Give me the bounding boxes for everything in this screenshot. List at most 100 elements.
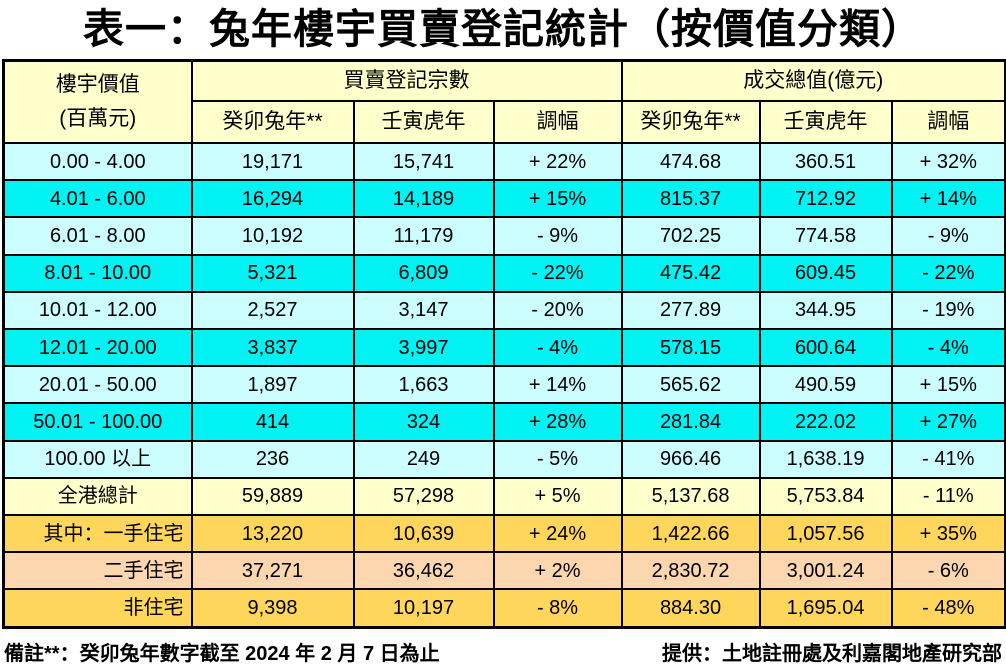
table-row: 二手住宅 37,271 36,462 + 2% 2,830.72 3,001.24- 6%: [2, 551, 1006, 591]
row-label: 二手住宅: [2, 551, 193, 591]
table-row: 6.01 - 8.00 10,192 11,179- 9% 702.25 774.58-…: [2, 216, 1006, 256]
footnote-left: 備註**：癸卯兔年數字截至 2024 年 2 月 7 日為止: [4, 643, 440, 665]
data-cell: 1,695.04: [758, 588, 893, 629]
footnote-right: 提供：土地註冊處及利嘉閣地產研究部: [662, 643, 1002, 665]
data-cell: 57,298: [352, 476, 495, 517]
data-cell: 15,741: [352, 141, 495, 182]
table-row: 非住宅 9,398 10,197- 8% 884.30 1,695.04- 48%: [2, 588, 1006, 629]
data-cell: 19,171: [190, 141, 355, 182]
data-cell: 11,179: [352, 216, 495, 256]
table-body: 0.00 - 4.00 19,171 15,741 + 22% 474.68 360.51…: [2, 141, 1006, 629]
data-cell: - 20%: [492, 290, 623, 331]
row-label: 非住宅: [2, 588, 193, 629]
data-cell: + 15%: [890, 365, 1006, 405]
table-header: 樓宇價值 (百萬元) 買賣登記宗數 成交總值(億元) 癸卯兔年** 壬寅虎年 調…: [2, 59, 1006, 144]
sub-header-rabbit-year-reg: 癸卯兔年**: [190, 100, 355, 144]
table-row: 全港總計 59,889 57,298 + 5% 5,137.68 5,753.84- 11…: [2, 476, 1006, 517]
data-cell: 774.58: [758, 216, 893, 256]
data-cell: 3,001.24: [758, 551, 893, 591]
data-cell: 475.42: [620, 253, 761, 293]
table-row: 50.01 - 100.00 414 324 + 28% 281.84 222.02 + 2…: [2, 402, 1006, 442]
sub-header-row: 癸卯兔年** 壬寅虎年 調幅 癸卯兔年** 壬寅虎年 調幅: [4, 100, 1006, 144]
table-row: 10.01 - 12.00 2,527 3,147- 20% 277.89 344.95…: [2, 290, 1006, 331]
data-cell: 1,897: [190, 365, 355, 405]
row-label: 0.00 - 4.00: [2, 141, 193, 182]
data-cell: 490.59: [758, 365, 893, 405]
table-row: 其中：一手住宅 13,220 10,639 + 24% 1,422.66 1,057.56…: [2, 514, 1006, 554]
row-label: 全港總計: [2, 476, 193, 517]
data-cell: 344.95: [758, 290, 893, 331]
row-label: 10.01 - 12.00: [2, 290, 193, 331]
data-cell: 1,422.66: [620, 514, 761, 554]
data-cell: - 9%: [890, 216, 1006, 256]
data-cell: - 11%: [890, 476, 1006, 517]
data-cell: - 5%: [492, 439, 623, 479]
data-cell: + 27%: [890, 402, 1006, 442]
data-cell: 249: [352, 439, 495, 479]
data-cell: 702.25: [620, 216, 761, 256]
data-cell: 414: [190, 402, 355, 442]
data-cell: 1,638.19: [758, 439, 893, 479]
data-cell: 6,809: [352, 253, 495, 293]
data-cell: 5,321: [190, 253, 355, 293]
data-cell: + 14%: [492, 365, 623, 405]
data-cell: 1,057.56: [758, 514, 893, 554]
sub-header-change-value: 調幅: [890, 100, 1006, 144]
data-cell: + 2%: [492, 551, 623, 591]
row-label: 6.01 - 8.00: [2, 216, 193, 256]
data-cell: 14,189: [352, 179, 495, 219]
row-label: 100.00 以上: [2, 439, 193, 479]
data-cell: 37,271: [190, 551, 355, 591]
data-cell: 2,527: [190, 290, 355, 331]
data-cell: - 4%: [890, 328, 1006, 368]
data-cell: 222.02: [758, 402, 893, 442]
row-label: 20.01 - 50.00: [2, 365, 193, 405]
page-title: 表一：兔年樓宇買賣登記統計（按價值分類）: [83, 6, 923, 52]
data-cell: 884.30: [620, 588, 761, 629]
row-label: 4.01 - 6.00: [2, 179, 193, 219]
data-cell: 324: [352, 402, 495, 442]
data-cell: 966.46: [620, 439, 761, 479]
data-cell: 5,753.84: [758, 476, 893, 517]
data-cell: + 15%: [492, 179, 623, 219]
stats-table: 樓宇價值 (百萬元) 買賣登記宗數 成交總值(億元) 癸卯兔年** 壬寅虎年 調…: [2, 59, 1006, 629]
data-cell: 277.89: [620, 290, 761, 331]
data-cell: 815.37: [620, 179, 761, 219]
data-cell: - 6%: [890, 551, 1006, 591]
sub-header-tiger-year-reg: 壬寅虎年: [352, 100, 495, 144]
data-cell: - 8%: [492, 588, 623, 629]
data-cell: 600.64: [758, 328, 893, 368]
data-cell: 13,220: [190, 514, 355, 554]
data-cell: 565.62: [620, 365, 761, 405]
data-cell: 1,663: [352, 365, 495, 405]
row-label: 12.01 - 20.00: [2, 328, 193, 368]
table-row: 20.01 - 50.00 1,897 1,663 + 14% 565.62 490.59…: [2, 365, 1006, 405]
data-cell: 16,294: [190, 179, 355, 219]
data-cell: - 41%: [890, 439, 1006, 479]
data-cell: 9,398: [190, 588, 355, 629]
data-cell: 59,889: [190, 476, 355, 517]
data-cell: + 32%: [890, 141, 1006, 182]
data-cell: 3,837: [190, 328, 355, 368]
sub-header-tiger-year-value: 壬寅虎年: [758, 100, 893, 144]
row-label: 50.01 - 100.00: [2, 402, 193, 442]
data-cell: - 48%: [890, 588, 1006, 629]
data-cell: 578.15: [620, 328, 761, 368]
footer: 備註**：癸卯兔年數字截至 2024 年 2 月 7 日為止 提供：土地註冊處及…: [2, 637, 1004, 666]
data-cell: 2,830.72: [620, 551, 761, 591]
corner-header: 樓宇價值 (百萬元): [2, 59, 193, 144]
data-cell: 3,147: [352, 290, 495, 331]
data-cell: 609.45: [758, 253, 893, 293]
data-cell: - 19%: [890, 290, 1006, 331]
data-cell: + 24%: [492, 514, 623, 554]
data-cell: 5,137.68: [620, 476, 761, 517]
table-row: 4.01 - 6.00 16,294 14,189 + 15% 815.37 712.92…: [2, 179, 1006, 219]
data-cell: 360.51: [758, 141, 893, 182]
sub-header-change-reg: 調幅: [492, 100, 623, 144]
corner-header-line2: (百萬元): [59, 107, 137, 131]
data-cell: 3,997: [352, 328, 495, 368]
data-cell: - 4%: [492, 328, 623, 368]
data-cell: - 22%: [492, 253, 623, 293]
row-label: 8.01 - 10.00: [2, 253, 193, 293]
table-row: 100.00 以上 236 249- 5% 966.46 1,638.19- 41%: [2, 439, 1006, 479]
